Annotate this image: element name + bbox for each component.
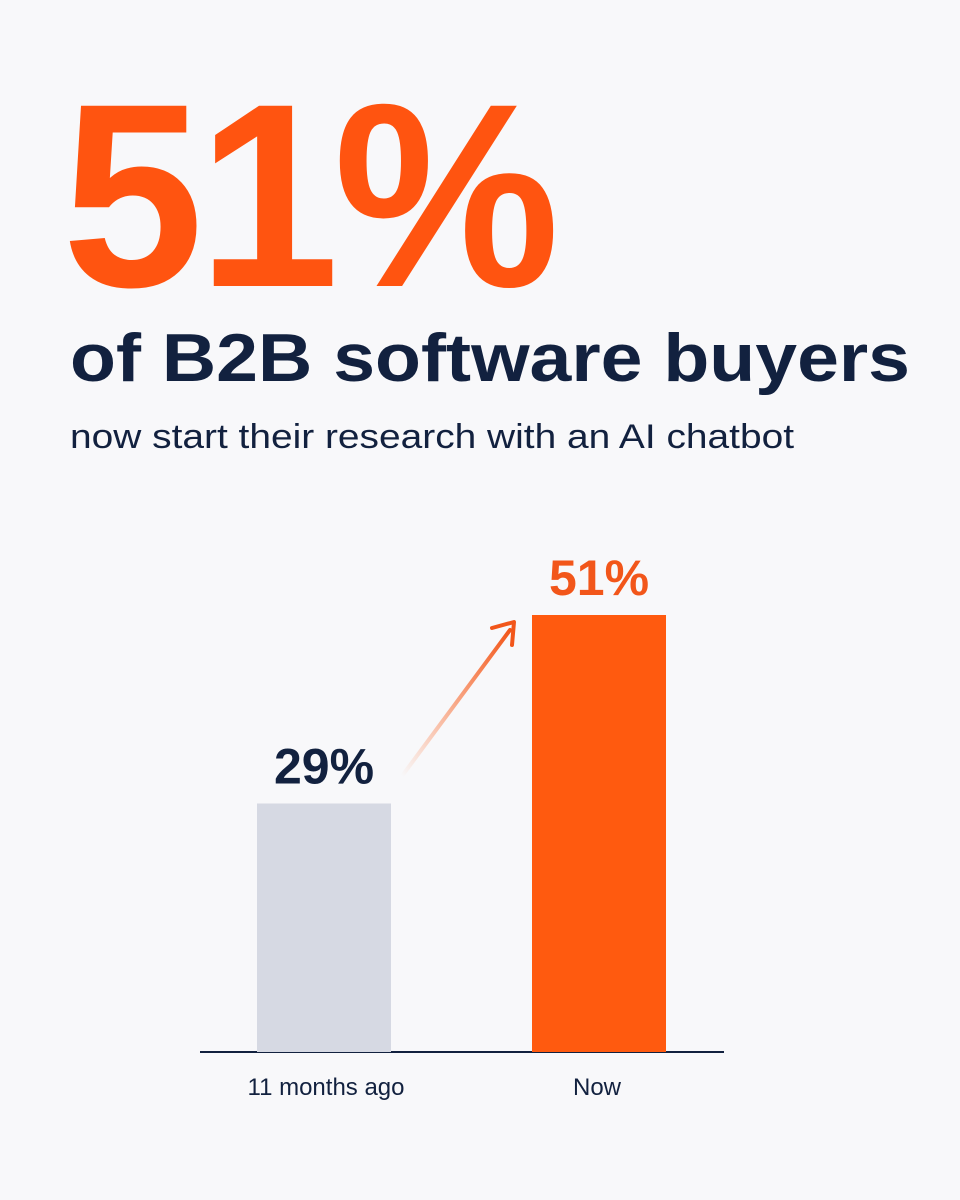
chart-title: of B2B software buyers [70, 320, 910, 396]
value-label: 51% [549, 550, 649, 606]
x-tick-label: 11 months ago [248, 1074, 405, 1101]
arrow-head [490, 620, 516, 647]
trend-arrow [400, 620, 516, 778]
bar [257, 803, 391, 1052]
subtitle: now start their research with an AI chat… [70, 418, 795, 456]
x-tick-label: Now [573, 1074, 622, 1101]
arrow-shaft [400, 628, 512, 778]
value-label: 29% [274, 739, 374, 795]
bar [532, 615, 666, 1052]
headline: 51% [62, 49, 556, 342]
